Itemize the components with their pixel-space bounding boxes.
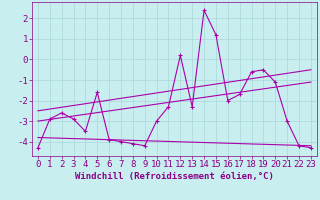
X-axis label: Windchill (Refroidissement éolien,°C): Windchill (Refroidissement éolien,°C) bbox=[75, 172, 274, 181]
